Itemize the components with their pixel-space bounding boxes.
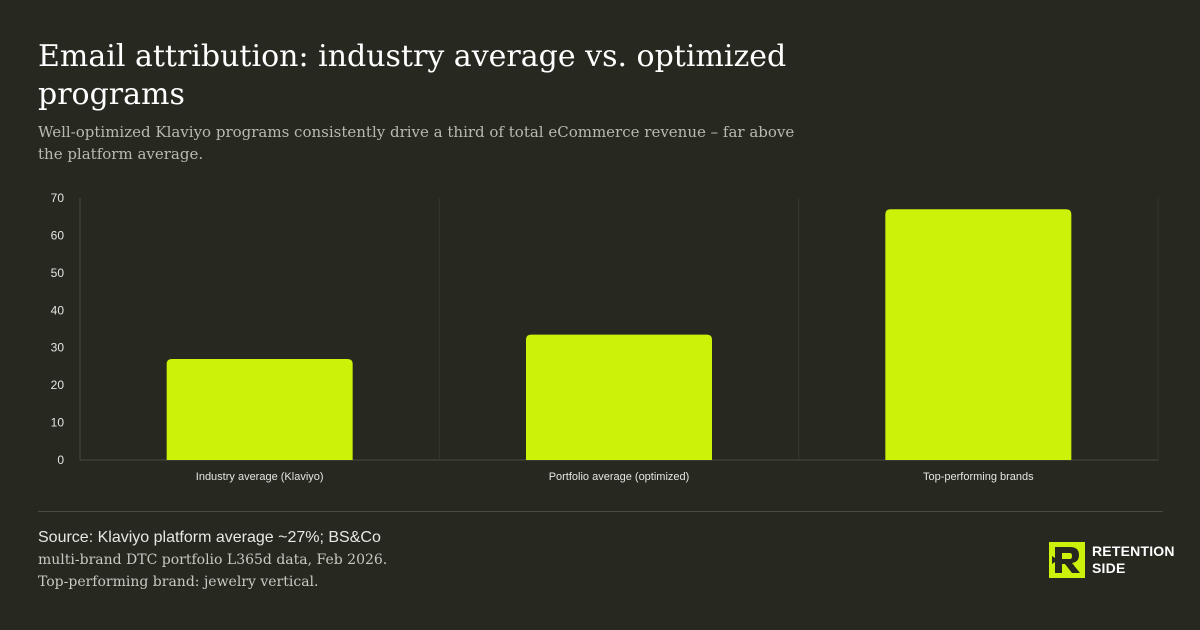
x-category-label: Portfolio average (optimized) [549,471,690,483]
bars [166,209,1072,460]
bar [526,334,712,460]
chart-subtitle: Well-optimized Klaviyo programs consiste… [38,123,795,163]
footer-divider [38,511,1163,512]
y-tick-label: 70 [51,191,65,205]
y-axis-ticks: 0 10 20 30 40 50 60 70 [51,191,65,467]
bar-chart: 0 10 20 30 40 50 60 70 Industry average (Klaviy… [51,191,1159,483]
brand-name-line-1: RETENTION [1092,543,1175,559]
y-tick-label: 40 [51,303,65,317]
y-tick-label: 60 [51,228,65,242]
brand-name-line-2: SIDE [1092,560,1126,576]
r-icon [1049,542,1085,578]
x-axis-labels: Industry average (Klaviyo) Portfolio aver… [196,471,1034,483]
bar [885,209,1072,460]
source-note-line-2: multi-brand DTC portfolio L365d data, Fe… [38,552,388,568]
bar [166,358,353,460]
brand-logo: RETENTION SIDE [1049,542,1175,578]
x-category-label: Industry average (Klaviyo) [196,471,324,483]
source-note-line-3: Top-performing brand: jewelry vertical. [38,574,319,590]
y-tick-label: 50 [51,266,65,280]
y-tick-label: 0 [57,453,64,467]
source-note-line-1: Source: Klaviyo platform average ~27%; B… [38,529,381,546]
y-tick-label: 10 [51,416,65,430]
y-tick-label: 20 [51,378,65,392]
y-tick-label: 30 [51,341,65,355]
chart-title: Email attribution: industry average vs. … [38,39,787,112]
x-category-label: Top-performing brands [923,471,1034,483]
